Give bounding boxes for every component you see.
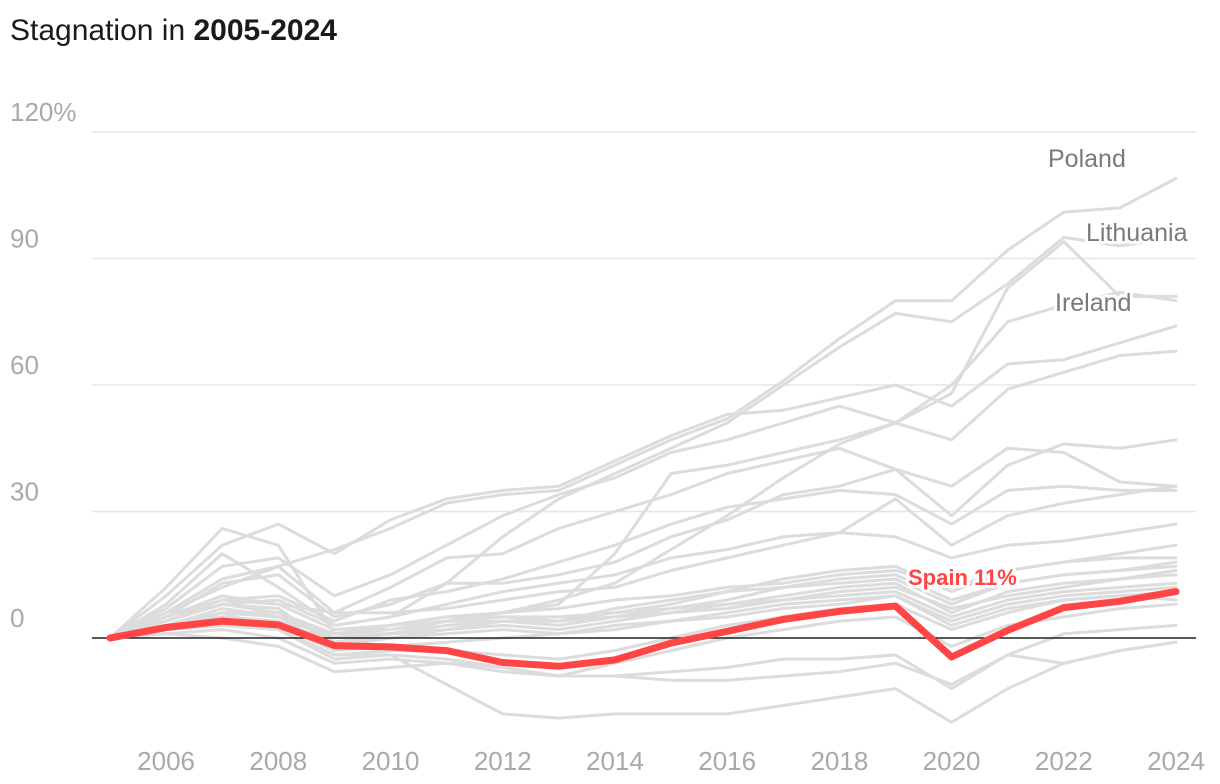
x-tick-label-2018: 2018 <box>810 746 868 776</box>
x-tick-label-2016: 2016 <box>698 746 756 776</box>
series-line-5 <box>108 438 1178 640</box>
title-year-range: 2005-2024 <box>193 14 337 47</box>
series-line-spain <box>106 588 1180 670</box>
series-line-4 <box>108 446 1178 640</box>
series-line-22 <box>108 611 1178 724</box>
label-layer: Poland Lithuania Ireland Spain 11% <box>905 142 1191 593</box>
series-line-13 <box>108 569 1178 644</box>
x-tick-label-2024: 2024 <box>1147 746 1205 776</box>
series-line-2 <box>108 324 1178 640</box>
highlight-label-spain: Spain 11% <box>908 565 1017 590</box>
x-tick-label-2008: 2008 <box>249 746 307 776</box>
x-tick-label-2012: 2012 <box>474 746 532 776</box>
series-line-poland <box>108 176 1178 640</box>
series-label-lithuania: Lithuania <box>1086 219 1188 247</box>
x-tick-label-2014: 2014 <box>586 746 644 776</box>
series-line-ireland <box>108 240 1178 640</box>
y-tick-label-90: 90 <box>10 224 39 254</box>
grid-layer: 0 30 60 90 120% 2006 2008 2010 2012 2014 2016 2018 2… <box>10 97 1205 776</box>
series-line-10 <box>108 543 1178 648</box>
series-line-8 <box>108 522 1178 640</box>
y-tick-label-120: 120% <box>10 97 77 127</box>
series-label-ireland: Ireland <box>1055 289 1131 317</box>
series-line-21 <box>108 632 1178 686</box>
y-tick-label-0: 0 <box>10 603 24 633</box>
x-tick-label-2006: 2006 <box>137 746 195 776</box>
chart-title: Stagnation in 2005-2024 <box>10 14 337 48</box>
series-line-16 <box>108 585 1178 644</box>
series-line-lithuania <box>108 235 1178 640</box>
x-tick-label-2020: 2020 <box>923 746 981 776</box>
y-tick-label-60: 60 <box>10 350 39 380</box>
x-tick-label-2022: 2022 <box>1035 746 1093 776</box>
y-tick-label-30: 30 <box>10 477 39 507</box>
series-line-15 <box>108 581 1178 640</box>
series-label-poland: Poland <box>1048 145 1126 173</box>
highlight-series-layer <box>106 588 1180 670</box>
background-series-layer <box>108 176 1178 724</box>
series-line-6 <box>108 484 1178 640</box>
x-tick-label-2010: 2010 <box>362 746 420 776</box>
title-prefix: Stagnation in <box>10 14 194 47</box>
